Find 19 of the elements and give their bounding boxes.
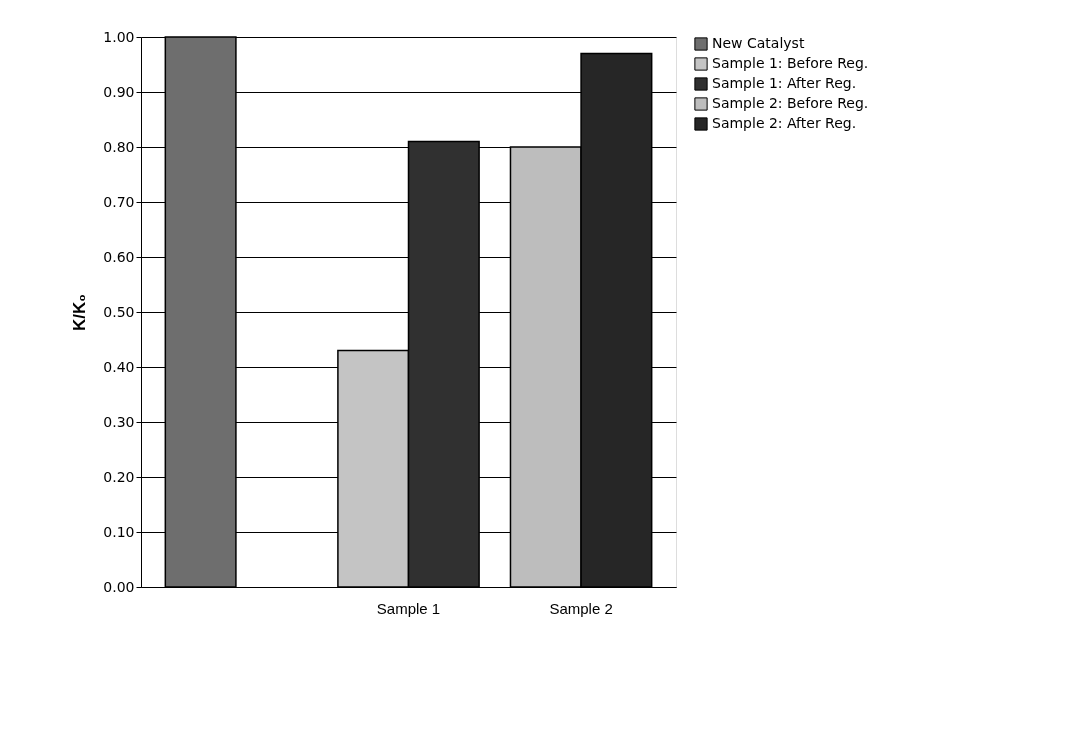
y-tick-label: 0.00 [103, 578, 135, 595]
y-tick-label: 0.40 [103, 358, 135, 375]
y-tick-label: 0.60 [103, 248, 135, 265]
legend-label: Sample 2: After Reg. [712, 115, 857, 131]
y-tick-label: 0.30 [103, 413, 135, 430]
y-tick-label: 0.10 [103, 523, 135, 540]
y-axis-title: K/K₀ [70, 294, 90, 331]
x-tick-label: Sample 1 [376, 599, 441, 617]
x-tick-label: Sample 2 [549, 599, 613, 617]
y-tick-label: 0.20 [103, 468, 135, 485]
y-tick-label: 0.80 [103, 138, 135, 155]
y-tick-label: 0.90 [103, 83, 135, 100]
y-tick-label: 0.70 [103, 193, 135, 210]
legend-label: Sample 1: Before Reg. [712, 55, 869, 71]
y-tick-label: 0.50 [103, 303, 135, 320]
legend-label: Sample 2: Before Reg. [712, 95, 869, 111]
legend-label: New Catalyst [712, 35, 805, 51]
legend-label: Sample 1: After Reg. [712, 75, 857, 91]
y-tick-label: 1.00 [103, 28, 135, 45]
